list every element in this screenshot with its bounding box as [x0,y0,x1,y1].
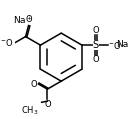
Text: O: O [31,79,37,89]
Text: S: S [93,40,99,50]
Text: O: O [92,26,99,35]
Text: Na: Na [116,40,128,49]
Text: O: O [44,100,51,109]
Text: O: O [92,55,99,64]
Text: CH$_3$: CH$_3$ [21,105,38,117]
Text: O: O [25,15,32,24]
Text: Na$^+$: Na$^+$ [13,14,33,26]
Text: $^{-}$O: $^{-}$O [108,40,122,51]
Text: $^{-}$O: $^{-}$O [0,37,14,48]
